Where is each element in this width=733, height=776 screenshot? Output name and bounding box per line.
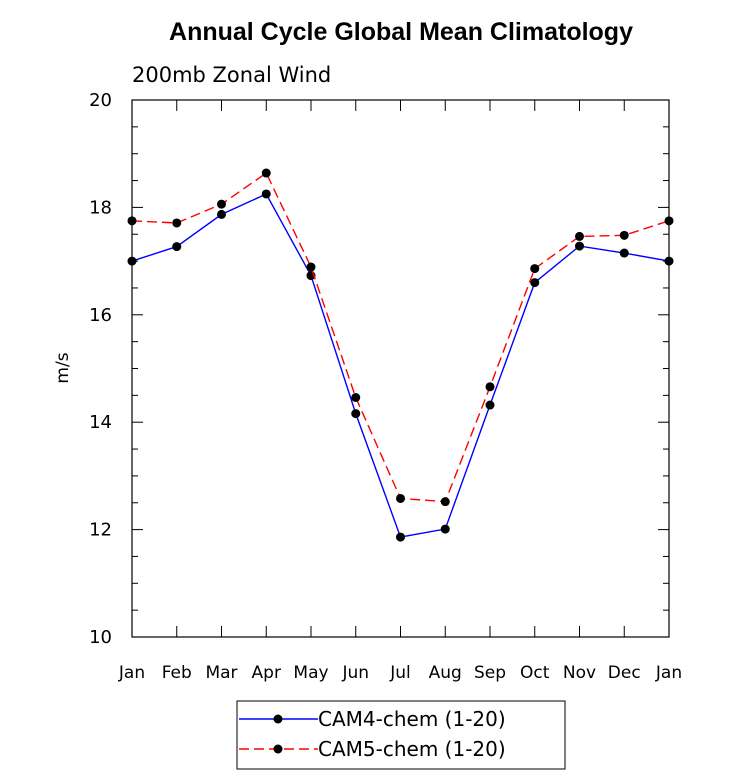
legend-label-cam5: CAM5-chem (1-20)	[318, 737, 506, 761]
x-tick-label: Jan	[655, 663, 682, 683]
x-tick-label: Sep	[474, 663, 506, 683]
y-tick-label: 16	[89, 305, 112, 326]
data-point	[172, 242, 182, 252]
data-point	[440, 497, 450, 507]
data-point	[396, 532, 405, 542]
legend-marker-cam5	[273, 744, 283, 754]
data-point	[440, 524, 450, 534]
x-tick-label: Jan	[118, 663, 145, 683]
x-tick-label: Jun	[341, 663, 369, 683]
x-tick-label: Aug	[429, 663, 462, 683]
x-tick-label: Apr	[252, 663, 281, 683]
series-group	[127, 168, 674, 542]
data-point	[485, 400, 495, 410]
data-point	[530, 264, 540, 274]
data-point	[217, 209, 226, 219]
chart-title: Annual Cycle Global Mean Climatology	[169, 18, 633, 46]
data-point	[261, 168, 271, 178]
series-line-0	[131, 193, 670, 538]
data-point	[351, 392, 361, 402]
y-tick-label: 10	[89, 627, 112, 648]
data-point	[530, 278, 540, 288]
legend-marker-cam4	[273, 714, 283, 724]
x-tick-label: Feb	[162, 663, 192, 683]
y-tick-label: 12	[89, 520, 112, 541]
y-tick-label: 14	[89, 412, 112, 433]
chart-subtitle: 200mb Zonal Wind	[132, 63, 331, 87]
y-axis-label: m/s	[53, 352, 73, 383]
y-tick-label: 20	[89, 90, 112, 111]
data-point	[396, 493, 405, 503]
series-line-1	[131, 171, 670, 503]
legend: CAM4-chem (1-20) CAM5-chem (1-20)	[236, 700, 566, 770]
data-point	[619, 248, 629, 258]
legend-box	[236, 700, 566, 770]
data-point	[485, 382, 495, 392]
data-point	[575, 231, 584, 241]
legend-label-cam4: CAM4-chem (1-20)	[318, 707, 506, 731]
axis-ticks	[131, 99, 670, 638]
data-point	[172, 218, 182, 228]
data-point	[306, 262, 316, 272]
data-point	[619, 230, 629, 240]
x-tick-label: May	[293, 663, 328, 683]
y-tick-label: 18	[89, 197, 112, 218]
data-point	[351, 409, 361, 419]
data-point	[575, 241, 584, 251]
x-tick-label: Nov	[563, 663, 596, 683]
y-tick-labels: 10 12 14 16 18 20	[89, 90, 112, 648]
x-tick-label: Jul	[389, 663, 411, 683]
plot-frame	[131, 99, 670, 638]
data-point	[217, 199, 226, 209]
x-tick-label: Dec	[608, 663, 641, 683]
x-tick-labels: Jan Feb Mar Apr May Jun Jul Aug Sep Oct Nov Dec Jan	[118, 663, 682, 683]
x-tick-label: Oct	[520, 663, 550, 683]
data-point	[261, 189, 271, 199]
x-tick-label: Mar	[205, 663, 237, 683]
